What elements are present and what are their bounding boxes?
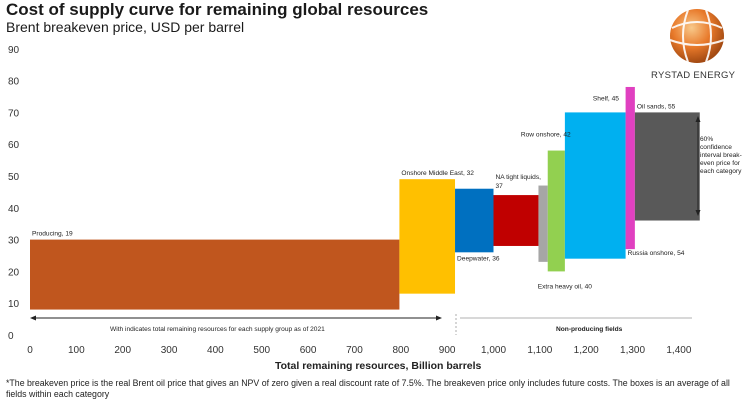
box-label: Row onshore, 42 bbox=[521, 132, 571, 139]
x-axis-label-rest: Billion barrels bbox=[408, 360, 481, 372]
x-tick-label: 900 bbox=[439, 345, 456, 356]
y-tick-label: 50 bbox=[8, 172, 20, 183]
cost-box bbox=[625, 86, 635, 250]
y-tick-label: 30 bbox=[8, 236, 20, 247]
x-tick-label: 300 bbox=[161, 345, 178, 356]
x-tick-label: 100 bbox=[68, 345, 85, 356]
y-tick-label: 0 bbox=[8, 331, 14, 342]
y-tick-label: 80 bbox=[8, 77, 20, 88]
x-tick-label: 1,100 bbox=[527, 345, 552, 356]
non-producing-label: Non-producing fields bbox=[556, 326, 623, 333]
box-label: Producing, 19 bbox=[32, 231, 73, 238]
chart-title: Cost of supply curve for remaining globa… bbox=[6, 0, 429, 19]
cost-box bbox=[399, 179, 456, 294]
x-tick-label: 0 bbox=[27, 345, 33, 356]
cost-box bbox=[455, 188, 494, 253]
producing-arrow-right-head bbox=[436, 315, 442, 321]
logo-text: RYSTAD ENERGY bbox=[651, 70, 736, 81]
x-axis-label-bold: Total remaining resources, bbox=[275, 360, 409, 372]
footnote: *The breakeven price is the real Brent o… bbox=[6, 378, 730, 399]
cost-box bbox=[634, 112, 700, 221]
cost-box bbox=[547, 150, 565, 272]
x-axis-label: Total remaining resources, Billion barre… bbox=[275, 360, 482, 372]
x-tick-label: 1,000 bbox=[481, 345, 506, 356]
x-tick-label: 700 bbox=[346, 345, 363, 356]
box-label: Onshore Middle East, 32 bbox=[401, 170, 474, 177]
cost-box bbox=[493, 195, 539, 246]
box-labels: Producing, 19 Onshore Middle East, 32 Deep… bbox=[32, 95, 685, 290]
cost-boxes bbox=[30, 86, 700, 310]
ci-arrow-bottom-head bbox=[695, 210, 701, 216]
box-label: Russia onshore, 54 bbox=[628, 250, 685, 257]
rystad-globe-icon bbox=[669, 9, 725, 63]
box-label: NA tight liquids, bbox=[496, 174, 542, 181]
ci-text-line: each category bbox=[700, 168, 742, 175]
cost-box bbox=[538, 185, 548, 262]
x-tick-label: 1,300 bbox=[620, 345, 645, 356]
cost-box bbox=[564, 112, 626, 259]
ci-text-line: confidence bbox=[700, 144, 732, 151]
x-tick-label: 400 bbox=[207, 345, 224, 356]
y-tick-label: 90 bbox=[8, 45, 20, 56]
box-label: Oil sands, 55 bbox=[637, 103, 676, 110]
y-tick-label: 70 bbox=[8, 108, 20, 119]
x-tick-label: 600 bbox=[300, 345, 317, 356]
chart-subtitle: Brent breakeven price, USD per barrel bbox=[6, 19, 245, 35]
y-tick-label: 40 bbox=[8, 204, 20, 215]
x-tick-label: 1,200 bbox=[574, 345, 599, 356]
y-tick-label: 60 bbox=[8, 140, 20, 151]
box-label: 37 bbox=[496, 183, 504, 190]
x-tick-label: 1,400 bbox=[666, 345, 691, 356]
box-label: Extra heavy oil, 40 bbox=[538, 283, 593, 290]
y-tick-label: 10 bbox=[8, 299, 20, 310]
x-axis-ticks: 0 100 200 300 400 500 600 700 800 900 1,000 1,100 1,… bbox=[27, 345, 692, 356]
cost-box bbox=[30, 239, 400, 310]
producing-note: With indicates total remaining resources… bbox=[110, 326, 325, 333]
box-label: Deepwater, 36 bbox=[457, 255, 500, 262]
ci-text-line: 60% bbox=[700, 136, 713, 143]
x-tick-label: 500 bbox=[253, 345, 270, 356]
y-tick-label: 20 bbox=[8, 267, 20, 278]
box-label: Shelf, 45 bbox=[593, 95, 619, 102]
x-tick-label: 200 bbox=[114, 345, 131, 356]
ci-text-line: even price for bbox=[700, 160, 741, 167]
annotations: With indicates total remaining resources… bbox=[30, 116, 742, 335]
x-tick-label: 800 bbox=[392, 345, 409, 356]
ci-text-line: interval break- bbox=[700, 152, 742, 159]
y-axis-ticks: 0 10 20 30 40 50 60 70 80 90 bbox=[8, 45, 20, 342]
ci-arrow-top-head bbox=[695, 116, 701, 122]
producing-arrow-left-head bbox=[30, 315, 36, 321]
